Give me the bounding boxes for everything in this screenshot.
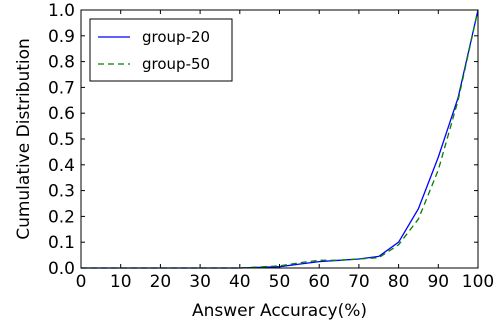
y-tick-label: 0.7 [48, 78, 75, 98]
x-tick-label: 70 [348, 272, 370, 292]
y-tick-label: 0.1 [48, 233, 75, 253]
legend: group-20 group-50 [89, 18, 233, 82]
x-tick-label: 0 [76, 272, 87, 292]
x-tick-label: 20 [150, 272, 172, 292]
x-tick-label: 10 [110, 272, 132, 292]
y-tick-label: 0.0 [48, 259, 75, 279]
legend-box [89, 18, 233, 82]
x-tick-label: 40 [229, 272, 251, 292]
x-tick-label: 90 [427, 272, 449, 292]
tick-labels: 0 10 20 30 40 50 60 70 80 90 100 0.0 0.1 0.2 0.3 0.4 0.5… [48, 1, 494, 292]
x-tick-label: 60 [308, 272, 330, 292]
x-axis-title: Answer Accuracy(%) [192, 301, 367, 321]
y-tick-label: 0.9 [48, 27, 75, 47]
x-tick-label: 50 [269, 272, 291, 292]
legend-label-group-20: group-20 [142, 28, 210, 46]
axis-ticks [80, 9, 479, 269]
x-tick-label: 80 [388, 272, 410, 292]
y-tick-label: 0.6 [48, 104, 75, 124]
y-tick-label: 0.4 [48, 156, 75, 176]
x-tick-label: 30 [189, 272, 211, 292]
y-tick-label: 0.5 [48, 130, 75, 150]
y-tick-label: 0.3 [48, 182, 75, 202]
legend-label-group-50: group-50 [142, 55, 210, 73]
y-tick-label: 0.8 [48, 53, 75, 73]
y-axis-title: Cumulative Distribution [14, 38, 34, 240]
y-tick-label: 1.0 [48, 1, 75, 21]
y-tick-label: 0.2 [48, 207, 75, 227]
x-tick-label: 100 [462, 272, 494, 292]
